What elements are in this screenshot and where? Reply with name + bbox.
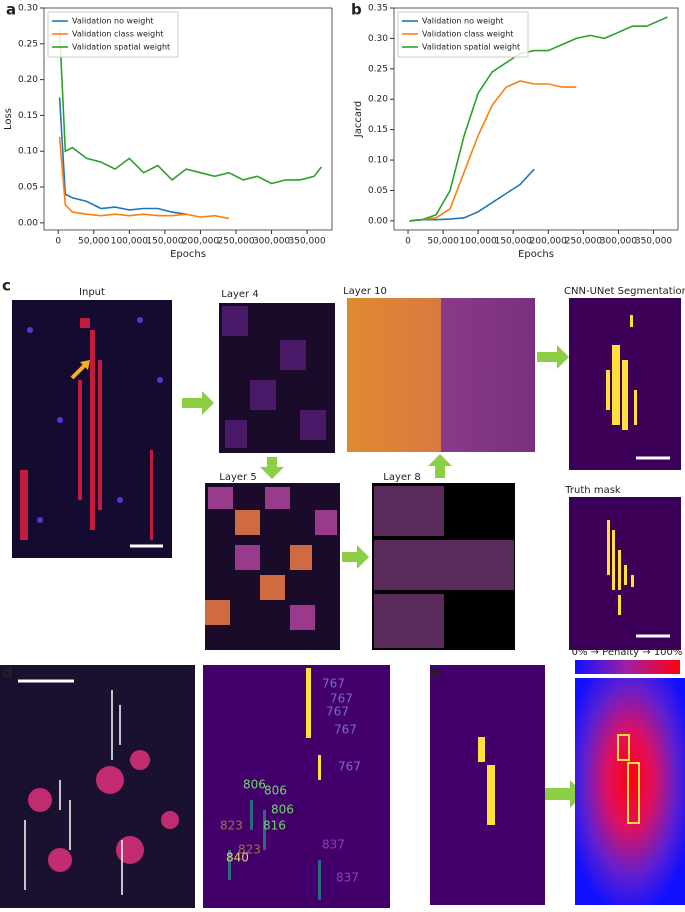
y-tick-label: 0.20 (18, 75, 38, 85)
x-tick-label: 150,000 (146, 237, 183, 247)
y-axis-label: Loss (3, 108, 14, 130)
track-label: 837 (336, 871, 359, 885)
panel-c-images (12, 298, 681, 808)
y-tick-label: 0.30 (18, 4, 38, 14)
line-series (409, 168, 535, 222)
panel-de-images (0, 660, 685, 908)
track-label: 806 (264, 784, 287, 798)
x-axis-label: Epochs (518, 249, 554, 260)
x-axis-label: Epochs (170, 249, 206, 260)
legend-label: Validation no weight (72, 17, 154, 26)
x-tick-label: 300,000 (253, 237, 290, 247)
x-tick-label: 250,000 (565, 237, 602, 247)
legend-label: Validation class weight (422, 30, 513, 39)
y-tick-label: 0.10 (18, 147, 38, 157)
panel-d-tracks (203, 665, 390, 908)
penalty-label: 0% → Penalty → 100% (572, 647, 683, 658)
line-series (58, 136, 230, 220)
x-tick-label: 250,000 (217, 237, 254, 247)
track-label: 806 (271, 803, 294, 817)
y-tick-label: 0.25 (368, 64, 388, 74)
track-label: 840 (226, 851, 249, 865)
penalty-colorbar (575, 660, 680, 674)
track-label: 767 (334, 723, 357, 737)
image-label: Layer 10 (343, 286, 387, 297)
x-tick-label: 50,000 (427, 237, 459, 247)
y-tick-label: 0.00 (368, 216, 388, 226)
legend-box (397, 11, 529, 58)
y-tick-label: 0.35 (368, 4, 388, 14)
legend-label: Validation class weight (72, 30, 163, 39)
track-label: 837 (322, 838, 345, 852)
plot-frame (393, 7, 679, 231)
x-tick-label: 100,000 (111, 237, 148, 247)
track-label: 806 (243, 778, 266, 792)
image-label: Layer 4 (221, 289, 258, 300)
image-label: Truth mask (564, 485, 621, 496)
x-tick-label: 350,000 (635, 237, 672, 247)
plot-frame (43, 7, 333, 231)
track-label: 816 (263, 819, 286, 833)
x-tick-label: 200,000 (182, 237, 219, 247)
panel-letter: b (351, 1, 362, 19)
y-tick-label: 0.15 (368, 125, 388, 135)
x-tick-label: 0 (405, 237, 411, 247)
x-tick-label: 0 (55, 237, 61, 247)
y-tick-label: 0.10 (368, 156, 388, 166)
y-tick-label: 0.25 (18, 39, 38, 49)
x-tick-label: 100,000 (460, 237, 497, 247)
x-tick-label: 50,000 (78, 237, 110, 247)
x-tick-label: 200,000 (530, 237, 567, 247)
legend-box (47, 11, 179, 58)
y-tick-label: 0.20 (368, 95, 388, 105)
line-series (409, 80, 577, 222)
y-tick-label: 0.05 (368, 186, 388, 196)
line-series (409, 16, 668, 222)
y-tick-label: 0.30 (368, 34, 388, 44)
x-tick-label: 350,000 (289, 237, 326, 247)
x-tick-label: 150,000 (495, 237, 532, 247)
y-axis-label: Jaccard (353, 101, 364, 138)
panel-letter: d (2, 664, 13, 682)
y-tick-label: 0.15 (18, 111, 38, 121)
panel-d-image (0, 665, 195, 908)
line-series (58, 29, 322, 185)
legend-label: Validation spatial weight (422, 43, 520, 52)
y-tick-label: 0.00 (18, 218, 38, 228)
track-label: 767 (330, 692, 353, 706)
track-label: 823 (238, 843, 261, 857)
image-label: Layer 5 (219, 472, 256, 483)
layer10-image (347, 298, 535, 452)
image-label: Layer 8 (383, 472, 420, 483)
track-label: 767 (326, 705, 349, 719)
image-label: Input (79, 287, 105, 298)
panel-letter: c (2, 277, 11, 295)
panel-letter: a (6, 1, 16, 19)
legend-label: Validation spatial weight (72, 43, 170, 52)
panel-e-penalty (575, 678, 685, 905)
track-label: 823 (220, 819, 243, 833)
panel-letter: e (430, 664, 440, 682)
image-label: CNN-UNet Segmentation (564, 286, 685, 297)
y-tick-label: 0.05 (18, 183, 38, 193)
track-label: 767 (338, 760, 361, 774)
track-label: 767 (322, 677, 345, 691)
line-series (58, 97, 187, 215)
legend-label: Validation no weight (422, 17, 504, 26)
x-tick-label: 300,000 (600, 237, 637, 247)
